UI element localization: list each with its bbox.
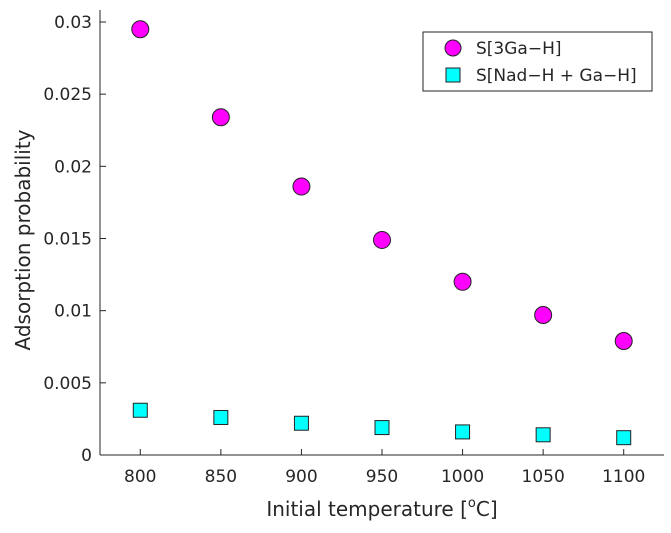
y-tick-label: 0.015: [43, 230, 92, 250]
data-point-square: [616, 430, 632, 446]
data-point-square: [374, 420, 390, 436]
data-point-circle: [453, 272, 472, 291]
data-point-square: [293, 415, 309, 431]
data-marks: [131, 20, 633, 446]
legend-label-series-1: S[3Ga−H]: [476, 39, 562, 59]
y-tick-label: 0: [81, 446, 92, 466]
x-tick-label: 1100: [602, 467, 645, 487]
data-point-circle: [131, 20, 150, 39]
x-axis-label-text: Initial temperature [: [266, 497, 468, 521]
x-axis-label-superscript: o: [468, 496, 476, 511]
x-tick-label: 950: [366, 467, 398, 487]
y-tick-label: 0.005: [43, 374, 92, 394]
x-tick-label: 1050: [522, 467, 565, 487]
x-tick-label: 800: [124, 467, 156, 487]
legend-marker-square: [445, 67, 461, 83]
data-point-square: [535, 427, 551, 443]
x-tick-label: 900: [285, 467, 317, 487]
x-axis-ticks: 800 850 900 950 1000 1050 1100: [124, 449, 645, 487]
y-axis-label: Adsorption probability: [11, 129, 35, 350]
y-tick-label: 0.02: [54, 157, 92, 177]
data-point-square: [213, 409, 229, 425]
x-tick-label: 850: [205, 467, 237, 487]
legend: S[3Ga−H] S[Nad−H + Ga−H]: [422, 31, 653, 92]
data-point-circle: [534, 305, 553, 324]
data-point-circle: [292, 177, 311, 196]
data-point-circle: [211, 108, 230, 127]
legend-label-series-2: S[Nad−H + Ga−H]: [476, 66, 637, 86]
data-point-square: [132, 402, 148, 418]
legend-box: [422, 31, 653, 92]
y-tick-label: 0.025: [43, 85, 92, 105]
y-tick-label: 0.01: [54, 302, 92, 322]
x-axis-label-unit: C]: [476, 497, 498, 521]
x-tick-label: 1000: [441, 467, 484, 487]
data-point-circle: [614, 331, 633, 350]
legend-marker-circle: [444, 39, 462, 57]
y-tick-label: 0.03: [54, 13, 92, 33]
data-point-circle: [373, 230, 391, 249]
y-axis-ticks: 0 0.005 0.01 0.015 0.02 0.025 0.03: [43, 13, 106, 466]
data-point-square: [455, 424, 471, 440]
x-axis-label: Initial temperature [oC]: [266, 496, 497, 521]
